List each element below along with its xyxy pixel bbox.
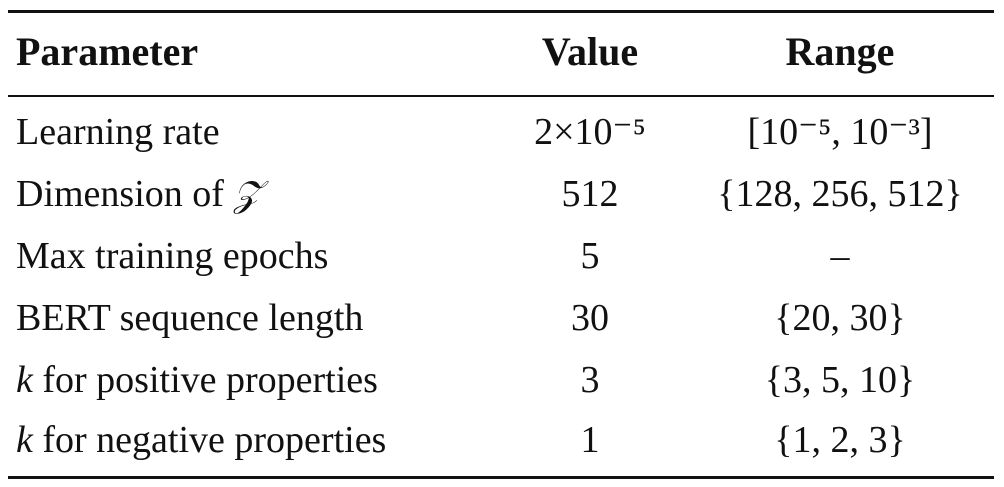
row-parameter-label: BERT sequence length — [16, 297, 364, 339]
table-row: Max training epochs 5 – — [0, 226, 1004, 286]
row-value: 2×10⁻⁵ — [534, 111, 646, 153]
row-parameter-label: Learning rate — [16, 111, 220, 153]
row-parameter: Dimension of 𝒵 — [16, 164, 261, 224]
table-row: k for negative properties 1 {1, 2, 3} — [0, 410, 1004, 470]
row-value: 1 — [580, 419, 600, 461]
header-range: Range — [785, 29, 895, 74]
row-parameter-label: Dimension of — [16, 173, 234, 215]
row-value: 512 — [561, 173, 619, 215]
header-value: Value — [541, 29, 639, 74]
row-range: {20, 30} — [774, 297, 906, 339]
header-parameter: Parameter — [16, 29, 199, 74]
row-parameter: Learning rate — [16, 102, 220, 162]
row-value: 5 — [580, 235, 600, 277]
row-range: {1, 2, 3} — [774, 419, 906, 461]
table-header-rule — [8, 95, 994, 97]
row-value: 3 — [580, 359, 600, 401]
row-range: [10⁻⁵, 10⁻³] — [747, 111, 933, 153]
row-value: 30 — [571, 297, 609, 339]
row-parameter-label: Max training epochs — [16, 235, 329, 277]
row-range: – — [830, 235, 850, 277]
table-row: k for positive properties 3 {3, 5, 10} — [0, 350, 1004, 410]
table-row: Learning rate 2×10⁻⁵ [10⁻⁵, 10⁻³] — [0, 102, 1004, 162]
row-range: {3, 5, 10} — [764, 359, 916, 401]
row-parameter-symbol: 𝒵 — [233, 174, 261, 215]
table-top-rule — [8, 10, 994, 13]
table-row: Dimension of 𝒵 512 {128, 256, 512} — [0, 164, 1004, 224]
table-row: BERT sequence length 30 {20, 30} — [0, 288, 1004, 348]
row-parameter: k for positive properties — [16, 350, 378, 410]
row-parameter-symbol: k — [16, 359, 33, 401]
row-parameter-symbol: k — [16, 419, 33, 461]
table-header-row: Parameter Value Range — [0, 22, 1004, 82]
row-parameter-label: for positive properties — [32, 359, 378, 401]
row-parameter-label: for negative properties — [32, 419, 387, 461]
row-parameter: k for negative properties — [16, 410, 386, 470]
row-range: {128, 256, 512} — [717, 173, 963, 215]
row-parameter: Max training epochs — [16, 226, 328, 286]
row-parameter: BERT sequence length — [16, 288, 363, 348]
table-bottom-rule — [8, 476, 994, 479]
